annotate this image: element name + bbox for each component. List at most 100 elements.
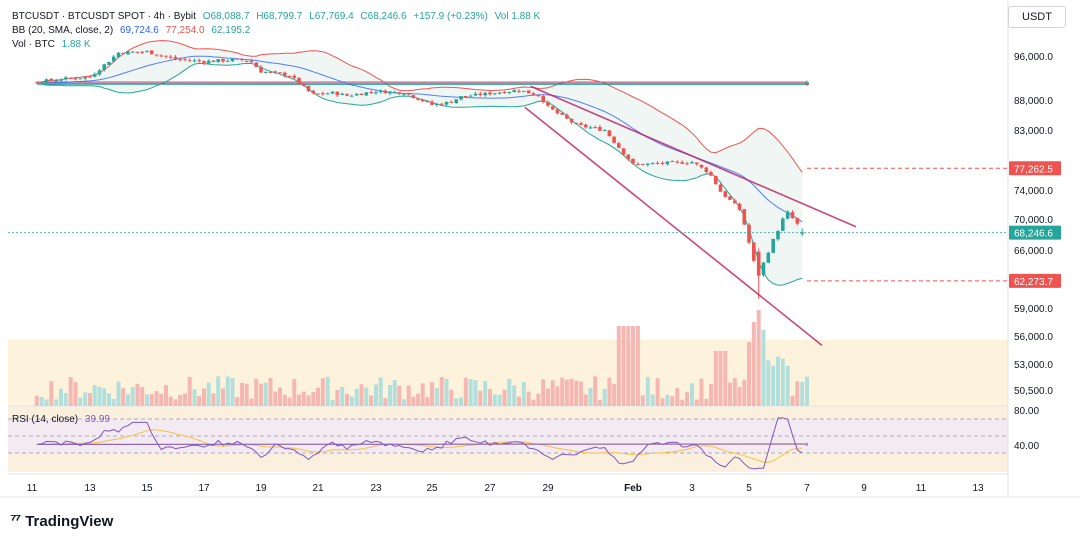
volume-bar — [225, 376, 230, 406]
candle-body — [283, 72, 287, 76]
volume-bar — [140, 387, 145, 406]
candle-body — [345, 94, 349, 96]
candle-body — [536, 94, 541, 97]
time-tick-label: 11 — [916, 483, 927, 494]
volume-bar — [709, 384, 713, 406]
candle-body — [800, 232, 804, 234]
volume-bar — [780, 358, 785, 406]
candle-body — [54, 80, 58, 82]
candle-body — [517, 90, 521, 92]
legend-row-vol: Vol · BTC 1.88 K — [12, 39, 95, 51]
volume-bar — [583, 394, 588, 406]
rsi-layer — [36, 417, 808, 470]
candle-body — [641, 164, 645, 165]
candle-body — [225, 60, 230, 62]
candle-body — [187, 60, 192, 62]
legend-volume: Vol 1.88 K — [494, 11, 541, 22]
candle-body — [695, 162, 699, 165]
time-tick-label: 23 — [370, 483, 382, 494]
volume-bar — [670, 396, 675, 406]
candle-body — [145, 50, 149, 52]
volume-bar — [574, 380, 579, 406]
rsi-label[interactable]: RSI (14, close) — [12, 414, 79, 425]
candle-body — [728, 196, 732, 200]
volume-bar — [569, 378, 574, 406]
candle-body — [311, 90, 316, 94]
volume-bar — [263, 382, 268, 406]
bb-basis-line — [36, 55, 808, 223]
candle-body — [781, 218, 785, 231]
legend-symbol[interactable]: BTCUSDT · BTCUSDT SPOT · 4h · Bybit — [12, 11, 196, 22]
candle-body — [59, 79, 63, 81]
volume-bar — [560, 377, 565, 406]
candle-body — [560, 112, 564, 115]
volume-bar — [49, 381, 54, 406]
price-tick-label: 59,000.0 — [1014, 304, 1053, 315]
tradingview-logo[interactable]: ⁷⁷ TradingView — [10, 512, 113, 530]
price-chart[interactable]: 96,000.0 88,000.0 83,000.0 74,000.0 70,000.0… — [0, 0, 1080, 506]
time-tick-label: 21 — [312, 483, 324, 494]
candle-body — [752, 242, 756, 261]
candle-body — [335, 91, 340, 96]
candle-body — [369, 92, 373, 94]
volume-bar — [444, 378, 449, 406]
time-tick-label: 7 — [804, 483, 810, 494]
volume-bar — [555, 386, 560, 406]
volume-bar — [39, 397, 44, 406]
candle-body — [435, 103, 439, 105]
candle-body — [473, 93, 478, 96]
candle-body — [718, 184, 723, 192]
volume-bar — [742, 379, 747, 406]
chart-frame[interactable]: 96,000.0 88,000.0 83,000.0 74,000.0 70,000.0… — [0, 0, 1080, 506]
candle-body — [383, 90, 388, 94]
candle-body — [459, 96, 463, 100]
volume-bar — [579, 381, 584, 406]
candle-body — [714, 176, 718, 185]
candle-body — [541, 96, 545, 103]
candle-body — [173, 56, 178, 60]
candle-body — [330, 91, 335, 94]
candle-body — [102, 64, 106, 70]
legend-row-ohlc: BTCUSDT · BTCUSDT SPOT · 4h · Bybit O68,… — [12, 11, 544, 23]
legend-bb-upper: 77,254.0 — [165, 25, 205, 36]
candle-body — [263, 71, 268, 73]
time-tick-label: 15 — [141, 483, 153, 494]
legend-high: H68,799.7 — [256, 11, 303, 22]
candle-body — [402, 94, 406, 96]
volume-bar — [159, 393, 164, 406]
volume-bar — [164, 385, 168, 406]
currency-button[interactable]: USDT — [1008, 6, 1066, 28]
tradingview-mark-icon: ⁷⁷ — [10, 512, 21, 529]
candle-body — [464, 96, 468, 97]
volume-bar — [439, 377, 444, 406]
legend-bb-label[interactable]: BB (20, SMA, close, 2) — [12, 25, 114, 36]
candle-body — [287, 76, 292, 77]
candle-body — [183, 59, 187, 61]
candle-body — [340, 93, 344, 95]
volume-bar — [63, 393, 68, 406]
candle-body — [140, 51, 144, 53]
volume-bar — [349, 396, 354, 406]
candle-body — [97, 70, 102, 75]
candle-body — [364, 92, 369, 96]
candle-body — [546, 102, 550, 106]
price-tick-label: 83,000.0 — [1014, 126, 1053, 137]
volume-bar — [111, 398, 116, 406]
candle-body — [306, 85, 311, 92]
volume-bar — [116, 381, 121, 406]
volume-bar — [78, 397, 83, 406]
legend-vol-label[interactable]: Vol · BTC — [12, 39, 55, 50]
volume-layer — [34, 310, 809, 406]
volume-bar — [254, 378, 259, 406]
time-tick-label: 3 — [689, 483, 695, 494]
candle-body — [425, 101, 430, 102]
legend-change: +157.9 (+0.23%) — [413, 11, 488, 22]
volume-bar — [564, 379, 569, 406]
time-tick-label: 29 — [542, 483, 554, 494]
volume-bar — [192, 389, 197, 406]
volume-bar — [478, 390, 483, 406]
volume-bar — [282, 394, 287, 406]
volume-bar — [690, 383, 694, 406]
volume-bar — [713, 351, 718, 406]
price-tick-label: 96,000.0 — [1014, 52, 1053, 63]
